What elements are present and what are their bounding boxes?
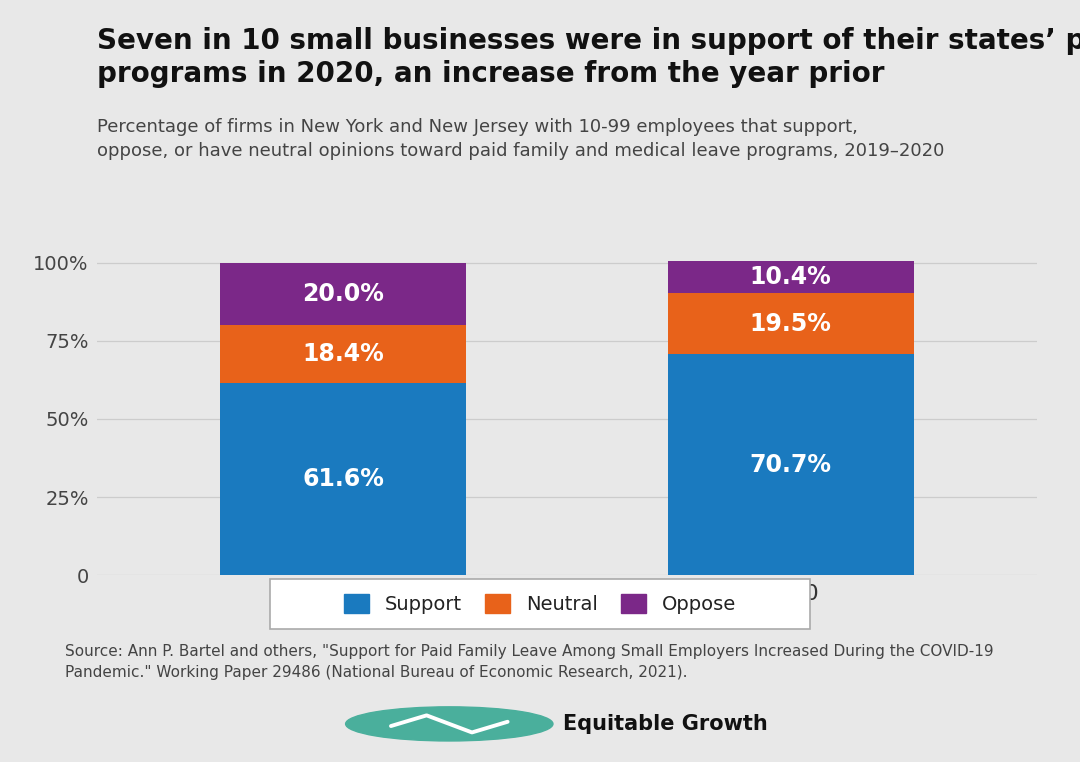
Text: 20.0%: 20.0% xyxy=(302,282,384,306)
Bar xyxy=(667,261,914,293)
Text: Source: Ann P. Bartel and others, "Support for Paid Family Leave Among Small Emp: Source: Ann P. Bartel and others, "Suppo… xyxy=(65,644,994,680)
Bar xyxy=(667,293,914,354)
Circle shape xyxy=(346,707,553,741)
Text: 10.4%: 10.4% xyxy=(750,265,832,289)
Legend: Support, Neutral, Oppose: Support, Neutral, Oppose xyxy=(336,586,744,622)
Text: 19.5%: 19.5% xyxy=(750,312,832,336)
Text: 70.7%: 70.7% xyxy=(750,453,832,477)
Bar xyxy=(220,383,467,575)
Bar xyxy=(667,354,914,575)
Bar xyxy=(220,325,467,383)
Text: 61.6%: 61.6% xyxy=(302,467,384,491)
Bar xyxy=(220,263,467,325)
Text: Percentage of firms in New York and New Jersey with 10-99 employees that support: Percentage of firms in New York and New … xyxy=(97,118,945,161)
Text: 18.4%: 18.4% xyxy=(302,342,384,366)
Text: Equitable Growth: Equitable Growth xyxy=(563,714,768,734)
Text: Seven in 10 small businesses were in support of their states’ paid leave
program: Seven in 10 small businesses were in sup… xyxy=(97,27,1080,88)
FancyBboxPatch shape xyxy=(270,579,810,629)
